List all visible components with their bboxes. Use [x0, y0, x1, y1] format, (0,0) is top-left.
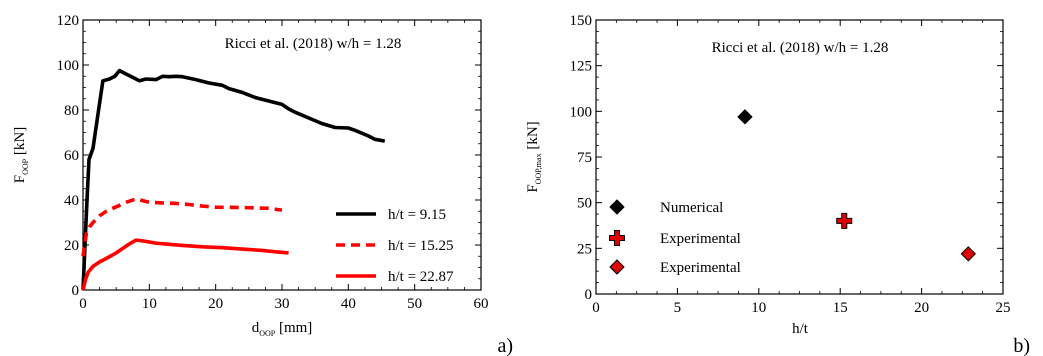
x-tick-label: 0 [592, 300, 600, 316]
legend-marker [609, 230, 625, 246]
data-point-2 [836, 212, 853, 229]
x-tick-label: 5 [674, 300, 682, 316]
x-axis-label: h/t [792, 321, 809, 337]
legend-label: Numerical [660, 200, 723, 216]
y-tick-label: 0 [72, 283, 80, 299]
y-tick-label: 20 [64, 238, 79, 254]
legend-marker [609, 199, 625, 215]
y-tick-label: 120 [57, 13, 80, 29]
x-tick-label: 25 [996, 300, 1011, 316]
legend-label: h/t = 22.87 [388, 269, 454, 285]
series-line-1 [81, 68, 386, 291]
chart-panel-b: 0 5 10 15 20 25 0 25 50 75 100 125 150 Ricci et al. (… [525, 13, 1030, 356]
x-tick-label: 60 [474, 296, 489, 312]
chart-annotation: Ricci et al. (2018) w/h = 1.28 [225, 36, 402, 52]
y-axis-label: FOOP [kN] [12, 127, 30, 183]
legend-label: h/t = 15.25 [388, 238, 454, 254]
series-line-2 [81, 197, 283, 257]
plot-frame [595, 19, 1004, 295]
legend-marker [609, 259, 625, 275]
x-tick-label: 10 [142, 296, 157, 312]
x-tick-label: 20 [914, 300, 929, 316]
y-axis-label: FOOP,max [kN] [525, 121, 543, 192]
data-point-1 [737, 109, 753, 125]
y-tick-label: 100 [570, 104, 593, 120]
chart-annotation: Ricci et al. (2018) w/h = 1.28 [712, 40, 889, 56]
chart-panel-a: 0 10 20 30 40 50 60 0 20 40 60 80 100 120 Ricci et al.… [12, 13, 513, 356]
x-tick-label: 0 [79, 296, 87, 312]
x-axis-label: dOOP [mm] [252, 320, 313, 338]
y-tick-label: 50 [577, 196, 592, 212]
x-tick-label: 40 [341, 296, 356, 312]
y-tick-label: 0 [585, 287, 593, 303]
y-tick-label: 75 [577, 150, 592, 166]
x-tick-label: 30 [275, 296, 290, 312]
y-tick-label: 60 [64, 148, 79, 164]
legend-label: Experimental [660, 260, 741, 276]
legend-label: Experimental [660, 231, 741, 247]
panel-label: a) [497, 335, 513, 356]
series-line-3 [81, 238, 289, 291]
legend: Numerical Experimental Experimental [609, 199, 741, 276]
y-tick-label: 150 [570, 13, 593, 29]
legend: h/t = 9.15 h/t = 15.25 h/t = 22.87 [336, 207, 454, 285]
x-tick-label: 50 [407, 296, 422, 312]
y-tick-label: 25 [577, 241, 592, 257]
x-tick-label: 10 [751, 300, 766, 316]
x-tick-label: 15 [833, 300, 848, 316]
panel-label: b) [1013, 335, 1030, 356]
y-tick-label: 125 [570, 59, 593, 75]
y-tick-label: 100 [57, 58, 80, 74]
legend-label: h/t = 9.15 [388, 207, 446, 223]
data-point-3 [960, 246, 977, 262]
y-tick-label: 40 [64, 193, 79, 209]
x-tick-label: 20 [208, 296, 223, 312]
y-tick-label: 80 [64, 103, 79, 119]
